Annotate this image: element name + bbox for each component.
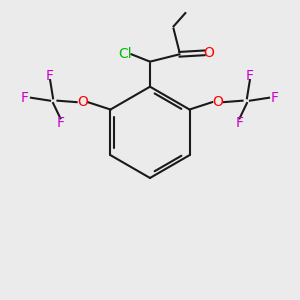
Text: F: F (246, 69, 254, 83)
Text: O: O (77, 95, 88, 109)
Text: F: F (46, 69, 54, 83)
Text: F: F (271, 91, 279, 105)
Text: F: F (56, 116, 64, 130)
Text: Cl: Cl (118, 47, 132, 61)
Text: O: O (204, 46, 214, 60)
Text: O: O (212, 95, 223, 109)
Text: F: F (21, 91, 29, 105)
Text: F: F (236, 116, 244, 130)
